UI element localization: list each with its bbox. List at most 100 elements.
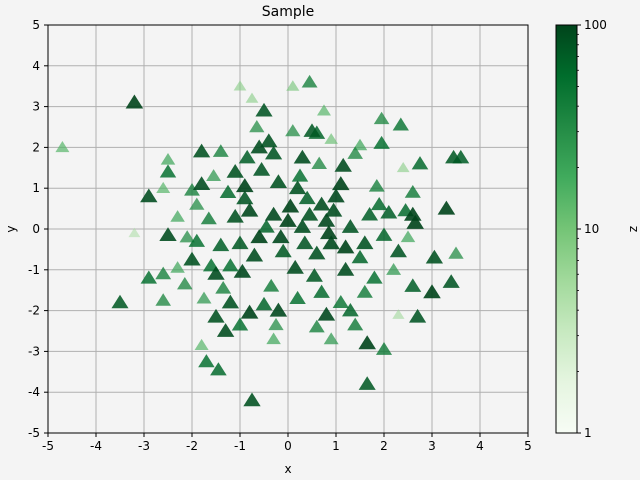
x-tick-label: -3 [138, 439, 150, 453]
data-point [425, 249, 444, 264]
x-tick-label: -5 [42, 439, 54, 453]
data-point [312, 196, 331, 211]
data-point [347, 317, 364, 331]
data-point [286, 80, 300, 91]
data-point [255, 102, 273, 117]
data-point [159, 227, 177, 242]
data-point [336, 239, 355, 254]
data-point [128, 227, 141, 238]
y-tick-label: 4 [32, 59, 40, 73]
data-point [322, 235, 340, 250]
data-point [279, 212, 297, 227]
y-axis-ticks: -5 -4 -3 -2 -1 0 1 2 3 4 5 [28, 18, 48, 440]
data-point [245, 247, 264, 262]
data-point [327, 188, 345, 203]
y-axis-label: y [4, 225, 18, 232]
x-tick-label: 3 [428, 439, 436, 453]
data-point [184, 183, 200, 196]
data-point [305, 268, 323, 282]
data-point [216, 323, 235, 337]
data-point [192, 143, 211, 158]
data-point [404, 278, 422, 292]
data-point [240, 202, 259, 217]
data-point [368, 178, 385, 192]
data-point [226, 164, 244, 178]
data-point [258, 219, 275, 233]
data-point [236, 178, 254, 193]
y-tick-label: -2 [28, 304, 40, 318]
x-tick-label: 5 [524, 439, 532, 453]
data-point [351, 249, 369, 264]
data-point [268, 317, 284, 331]
data-point [111, 294, 129, 309]
data-point [155, 293, 171, 306]
data-point [291, 168, 309, 182]
data-point [324, 202, 343, 217]
data-point [293, 219, 312, 233]
data-point [411, 156, 429, 170]
data-point [341, 219, 359, 233]
data-point [140, 188, 158, 203]
data-point [281, 198, 300, 213]
data-point [358, 376, 376, 390]
data-point [160, 153, 176, 165]
data-point [198, 354, 215, 368]
data-point [212, 237, 230, 252]
y-tick-label: 5 [32, 18, 40, 32]
data-point [219, 184, 237, 198]
data-point [373, 111, 390, 125]
data-point [375, 342, 393, 355]
data-point [210, 362, 227, 376]
data-point [380, 204, 398, 219]
data-point [196, 291, 212, 304]
data-point [404, 184, 421, 198]
data-point [323, 332, 339, 345]
data-point [448, 246, 464, 259]
data-point [245, 92, 259, 103]
data-point [285, 124, 301, 137]
data-point [289, 290, 306, 304]
data-point [231, 235, 249, 250]
data-point [404, 206, 422, 221]
data-point [358, 335, 376, 350]
data-point [392, 309, 405, 319]
x-tick-label: 1 [332, 439, 340, 453]
y-tick-label: 1 [32, 181, 40, 195]
data-point [207, 265, 225, 280]
data-point [194, 338, 209, 351]
data-point [320, 225, 338, 240]
chart-title: Sample [262, 4, 315, 20]
data-point [370, 196, 388, 211]
data-point [386, 263, 402, 275]
x-axis-ticks: -5 -4 -3 -2 -1 0 1 2 3 4 5 [42, 433, 532, 453]
data-point [400, 230, 416, 243]
data-point [192, 176, 211, 191]
data-point [375, 227, 393, 241]
data-point [286, 259, 304, 274]
data-point [352, 138, 368, 151]
y-tick-label: -5 [28, 426, 40, 440]
data-point [159, 164, 177, 178]
data-point [212, 144, 229, 157]
y-tick-label: 2 [32, 140, 40, 154]
data-point [347, 146, 363, 159]
data-point [423, 284, 441, 299]
data-point [396, 161, 410, 173]
data-point [155, 266, 172, 280]
data-point [334, 157, 352, 172]
data-point [308, 319, 325, 333]
data-point [183, 251, 201, 266]
data-point [317, 212, 336, 227]
data-point [442, 274, 460, 288]
data-point [249, 120, 265, 133]
colorbar-tick-label: 100 [584, 18, 607, 32]
data-point [231, 317, 249, 331]
data-point [207, 308, 225, 323]
y-tick-label: -4 [28, 385, 40, 399]
x-tick-label: -2 [186, 439, 198, 453]
data-points [55, 74, 470, 407]
data-point [170, 261, 185, 273]
x-tick-label: -1 [234, 439, 246, 453]
data-point [332, 176, 350, 191]
data-point [140, 270, 158, 284]
